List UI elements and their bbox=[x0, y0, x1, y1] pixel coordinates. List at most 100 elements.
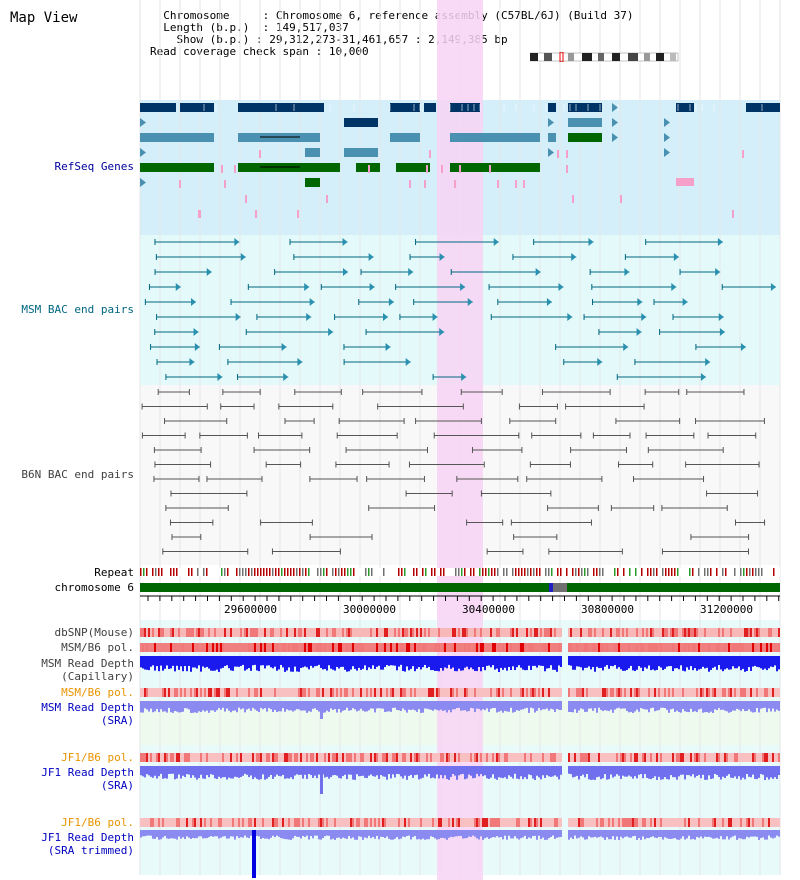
msm-b6-pol-sra-heat bbox=[172, 688, 174, 697]
msm-bac-end bbox=[235, 313, 241, 321]
msm-b6-pol-heat bbox=[582, 643, 584, 652]
jf1-depth-trim-bar bbox=[154, 830, 156, 839]
jf1-depth-sra-bar bbox=[474, 766, 476, 778]
dbsnp-heat bbox=[314, 628, 316, 637]
chromosome-ideogram[interactable] bbox=[530, 52, 680, 62]
msm-depth-sra-bar bbox=[256, 701, 258, 711]
jf1-b6-pol-heat bbox=[708, 753, 710, 762]
jf1-b6-pol-heat bbox=[672, 753, 674, 762]
msm-depth-sra-bar bbox=[666, 701, 668, 710]
jf1-depth-trim-bar bbox=[448, 830, 450, 838]
jf1-depth-sra-bar bbox=[304, 766, 306, 775]
msm-depth-sra-bar bbox=[204, 701, 206, 712]
msm-b6-pol-sra-heat bbox=[616, 688, 618, 697]
jf1-b6-pol-trim-heat bbox=[574, 818, 576, 827]
msm-b6-pol-sra-heat bbox=[278, 688, 280, 697]
msm-b6-pol-heat bbox=[764, 643, 766, 652]
msm-depth-cap-bar bbox=[468, 656, 470, 670]
repeat-mark bbox=[254, 568, 256, 576]
dbsnp-heat bbox=[594, 628, 596, 637]
jf1-depth-trim-bar bbox=[700, 830, 702, 837]
jf1-b6-pol-trim-heat bbox=[770, 818, 772, 827]
msm-depth-cap-bar bbox=[178, 656, 180, 670]
jf1-b6-pol-trim-heat bbox=[458, 818, 460, 827]
jf1-depth-sra-bar bbox=[592, 766, 594, 780]
msm-b6-pol-sra-heat bbox=[678, 688, 680, 697]
msm-b6-pol-heat bbox=[612, 643, 614, 652]
jf1-b6-pol-trim-heat bbox=[578, 818, 580, 827]
msm-depth-sra-bar bbox=[722, 701, 724, 710]
dbsnp-heat bbox=[216, 628, 218, 637]
msm-b6-pol-sra-heat bbox=[600, 688, 602, 697]
jf1-depth-sra-bar bbox=[154, 766, 156, 776]
msm-depth-cap-bar bbox=[440, 656, 442, 669]
dbsnp-heat bbox=[684, 628, 686, 637]
repeat-mark bbox=[443, 568, 445, 576]
track-label-msm-depth-cap: MSM Read Depth bbox=[41, 657, 134, 670]
msm-b6-pol-heat bbox=[716, 643, 718, 652]
jf1-b6-pol-heat bbox=[460, 753, 462, 762]
jf1-b6-pol-trim-heat bbox=[468, 818, 470, 827]
msm-depth-cap-bar bbox=[354, 656, 356, 669]
jf1-b6-pol-trim-heat bbox=[736, 818, 738, 827]
jf1-b6-pol-heat bbox=[292, 753, 294, 762]
jf1-depth-sra-bar bbox=[146, 766, 148, 775]
jf1-b6-pol-trim-heat bbox=[234, 818, 236, 827]
msm-b6-pol-sra-heat bbox=[602, 688, 604, 697]
jf1-b6-pol-trim-heat bbox=[482, 818, 484, 827]
jf1-b6-pol-trim-heat bbox=[332, 818, 334, 827]
msm-depth-sra-bar bbox=[728, 701, 730, 713]
jf1-b6-pol-heat bbox=[516, 753, 518, 762]
msm-b6-pol-sra-heat bbox=[240, 688, 242, 697]
msm-depth-cap-bar bbox=[532, 656, 534, 666]
jf1-depth-sra-bar bbox=[604, 766, 606, 775]
dbsnp-heat bbox=[724, 628, 726, 637]
msm-depth-cap-bar bbox=[152, 656, 154, 666]
jf1-b6-pol-heat bbox=[218, 753, 220, 762]
jf1-b6-pol-trim-heat bbox=[462, 818, 464, 827]
track-label-jf1-depth-sra-sub: (SRA) bbox=[100, 779, 134, 792]
jf1-depth-sra-bar bbox=[552, 766, 554, 777]
dbsnp-heat bbox=[554, 628, 556, 637]
jf1-b6-pol-trim-heat bbox=[296, 818, 298, 827]
dbsnp-heat bbox=[528, 628, 530, 637]
jf1-depth-trim-bar bbox=[602, 830, 604, 838]
jf1-depth-sra-bar bbox=[166, 766, 168, 779]
msm-depth-sra-bar bbox=[182, 701, 184, 712]
msm-depth-cap-bar bbox=[340, 656, 342, 667]
msm-depth-cap-bar bbox=[374, 656, 376, 669]
msm-b6-pol-heat bbox=[696, 643, 698, 652]
msm-b6-pol-heat bbox=[642, 643, 644, 652]
msm-depth-sra-bar bbox=[624, 701, 626, 709]
msm-b6-pol-sra-heat bbox=[440, 688, 442, 697]
dbsnp-heat bbox=[556, 628, 558, 637]
dbsnp-heat bbox=[264, 628, 266, 637]
msm-depth-sra-bar bbox=[168, 701, 170, 708]
refseq-gene bbox=[424, 103, 436, 112]
dbsnp-heat bbox=[404, 628, 406, 637]
dbsnp-heat bbox=[310, 628, 312, 637]
jf1-b6-pol-heat bbox=[652, 753, 654, 762]
jf1-depth-trim-bar bbox=[480, 830, 482, 837]
jf1-depth-sra-bar bbox=[182, 766, 184, 776]
refseq-gene bbox=[450, 103, 480, 112]
msm-depth-cap-bar bbox=[740, 656, 742, 671]
jf1-b6-pol-heat bbox=[634, 753, 636, 762]
jf1-depth-trim-bar bbox=[236, 830, 238, 837]
msm-b6-pol-sra-heat bbox=[302, 688, 304, 697]
msm-depth-sra-bar bbox=[150, 701, 152, 709]
msm-b6-pol-heat bbox=[484, 643, 486, 652]
dbsnp-heat bbox=[444, 628, 446, 637]
msm-depth-cap-bar bbox=[216, 656, 218, 670]
jf1-b6-pol-trim-heat bbox=[292, 818, 294, 827]
msm-b6-pol-heat bbox=[264, 643, 266, 652]
msm-depth-cap-bar bbox=[670, 656, 672, 667]
msm-b6-pol-heat bbox=[434, 643, 436, 652]
jf1-depth-sra-bar bbox=[274, 766, 276, 777]
msm-depth-cap-bar bbox=[168, 656, 170, 670]
msm-depth-sra-bar bbox=[258, 701, 260, 713]
jf1-b6-pol-heat bbox=[364, 753, 366, 762]
msm-b6-pol-heat bbox=[720, 643, 722, 652]
msm-b6-pol-heat bbox=[772, 643, 774, 652]
